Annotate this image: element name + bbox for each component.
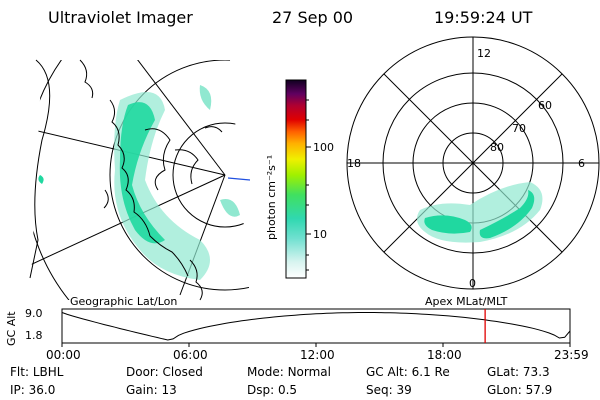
colorbar-unit-label: photon cm⁻²s⁻¹ [265,154,278,240]
lat-label-70: 70 [512,122,526,135]
lat-label-80: 80 [490,141,504,154]
mlt-label-0: 0 [469,277,476,290]
mlt-label-12: 12 [477,47,491,60]
mlt-label-18: 18 [347,157,361,170]
aurora-polar [416,182,543,243]
status-ip: IP: 36.0 [10,383,56,397]
image-date: 27 Sep 00 [272,8,354,27]
status-dsp: Dsp: 0.5 [247,383,298,397]
timeline-xtick-1800: 18:00 [427,348,462,362]
aurora-geographic [38,85,240,280]
lat-label-60: 60 [538,99,552,112]
polar-plot [346,36,600,290]
geographic-map [29,59,251,301]
status-gc-alt: GC Alt: 6.1 Re [366,365,450,379]
timeline-axis-title: GC Alt [5,311,18,346]
colorbar-tick-10: 10 [313,228,327,241]
status-glon: GLon: 57.9 [487,383,553,397]
timeline-left-title: Geographic Lat/Lon [70,295,178,308]
timeline-right-title: Apex MLat/MLT [425,295,508,308]
coastlines [79,59,223,301]
status-glat: GLat: 73.3 [487,365,550,379]
status-filter: Flt: LBHL [10,365,64,379]
timeline-xtick-0000: 00:00 [46,348,81,362]
image-time: 19:59:24 UT [434,8,533,27]
colorbar-tick-100: 100 [313,141,334,154]
timeline-ytick-min: 1.8 [25,329,43,342]
timeline-xtick-1200: 12:00 [300,348,335,362]
instrument-title: Ultraviolet Imager [48,8,193,27]
status-gain: Gain: 13 [126,383,177,397]
status-door: Door: Closed [126,365,203,379]
timeline-xtick-2359: 23:59 [554,348,589,362]
timeline-xtick-0600: 06:00 [173,348,208,362]
altitude-timeline [61,308,571,347]
timeline-ytick-max: 9.0 [25,307,43,320]
status-seq: Seq: 39 [366,383,412,397]
status-mode: Mode: Normal [247,365,331,379]
mlt-label-6: 6 [578,157,585,170]
colorbar [285,79,311,279]
